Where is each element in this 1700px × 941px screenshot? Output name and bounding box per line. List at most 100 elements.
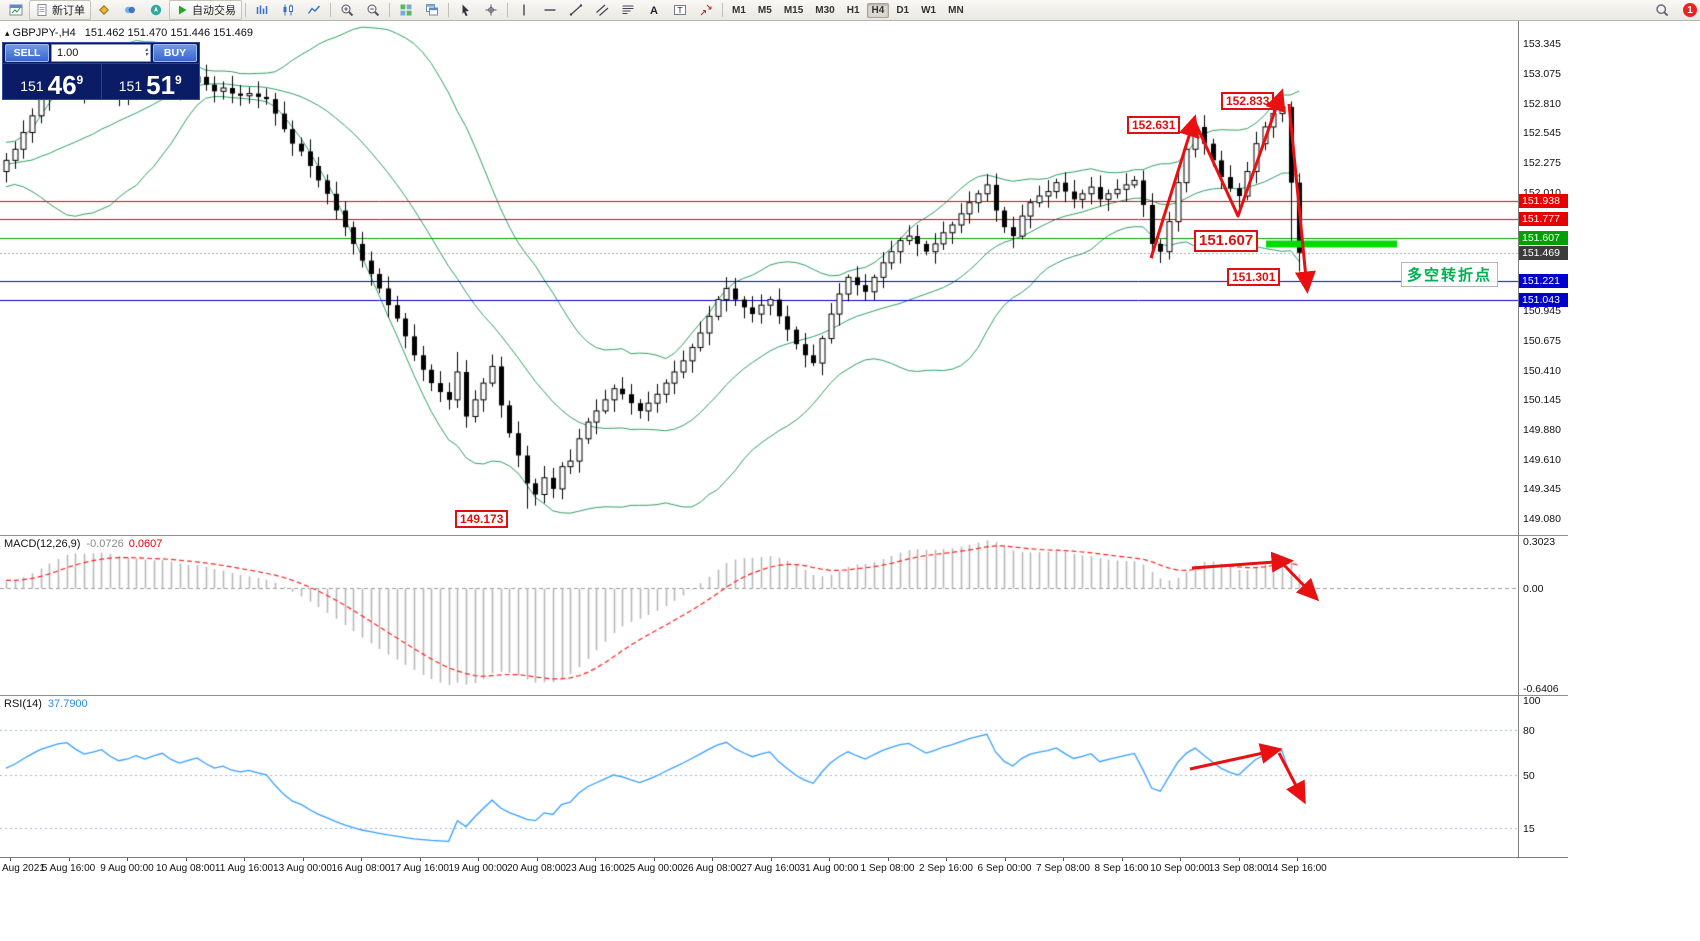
line-chart-button[interactable] [301, 0, 327, 20]
crosshair-button[interactable] [478, 0, 504, 20]
ask-point: 9 [175, 73, 182, 87]
price-annotation-label[interactable]: 152.833 [1221, 92, 1275, 111]
auto-trading-icon [179, 5, 187, 15]
rsi-name: RSI(14) [4, 698, 42, 710]
timeframe-D1-button[interactable]: D1 [896, 4, 910, 16]
chart-window: 153.345 153.075 152.810 152.545 152.275 152.0… [0, 20, 1568, 880]
bar-chart-icon [256, 5, 268, 14]
text-button[interactable]: A [641, 0, 667, 20]
price-annotation-label[interactable]: 151.607 [1194, 230, 1259, 252]
time-axis-label: 9 Aug 00:00 [100, 863, 154, 874]
bid-point: 9 [76, 73, 84, 87]
text-label-button[interactable]: T [667, 0, 693, 20]
rsi-axis-label: 80 [1523, 725, 1535, 737]
toolbar-separator [389, 3, 390, 17]
toolbar-right: 1 [1649, 0, 1697, 20]
price-annotation-label[interactable]: 152.631 [1127, 116, 1181, 135]
symbol-dropdown-icon[interactable]: ▴ [5, 28, 10, 38]
cursor-button[interactable] [452, 0, 478, 20]
volume-input[interactable]: 1.00 ▴ ▾ [51, 44, 151, 62]
price-annotation-label[interactable]: 149.173 [455, 510, 509, 529]
market-watch-button[interactable] [91, 0, 117, 20]
rsi-axis-label: 15 [1523, 822, 1535, 835]
vertical-line-button[interactable] [511, 0, 537, 20]
time-tick [419, 858, 421, 861]
text-label-icon: T [674, 5, 686, 15]
time-tick [244, 858, 245, 861]
timeframe-M15-button[interactable]: M15 [783, 4, 804, 16]
time-tick [1121, 858, 1123, 861]
bid-price-display[interactable]: 151 46 9 [3, 64, 101, 99]
toolbar-separator [507, 3, 508, 17]
data-window-button[interactable] [117, 0, 143, 20]
time-axis[interactable]: Aug 2021 5 Aug 16:00 9 Aug 00:00 10 Aug 08:… [0, 857, 1568, 880]
timeframe-M1-button[interactable]: M1 [732, 4, 746, 16]
timeframe-M30-button[interactable]: M30 [815, 4, 835, 16]
time-axis-label: 2 Sep 16:00 [919, 863, 973, 874]
fibonacci-icon [622, 5, 634, 14]
auto-trading-button[interactable]: 自动交易 [169, 0, 242, 20]
toolbar-separator [330, 3, 331, 17]
time-axis-label: 6 Sep 00:00 [977, 863, 1032, 874]
chart-plot[interactable] [0, 20, 1518, 857]
timeframe-H1-button[interactable]: H1 [846, 4, 860, 16]
new-order-button[interactable]: 新订单 [29, 0, 91, 20]
volume-up-icon[interactable]: ▴ [144, 47, 148, 53]
ask-price-display[interactable]: 151 51 9 [100, 64, 200, 100]
candlestick-chart-button[interactable] [275, 0, 301, 20]
price-axis-label: 153.345 [1523, 38, 1561, 50]
zoom-out-button[interactable] [360, 0, 386, 20]
time-tick [10, 858, 11, 861]
fibonacci-button[interactable] [615, 0, 641, 20]
sell-button[interactable]: SELL [5, 44, 49, 62]
zoom-in-button[interactable] [334, 0, 360, 20]
search-button[interactable] [1649, 0, 1675, 20]
navigator-button[interactable] [143, 0, 169, 20]
bar-chart-button[interactable] [249, 0, 275, 20]
time-tick [595, 858, 596, 861]
time-axis-label: 7 Sep 08:00 [1036, 863, 1090, 874]
price-annotation-label[interactable]: 151.301 [1227, 268, 1281, 287]
channel-button[interactable] [589, 0, 615, 20]
horizontal-line-button[interactable] [537, 0, 563, 20]
macd-name: MACD(12,26,9) [4, 538, 81, 550]
volume-down-icon[interactable]: ▾ [144, 52, 148, 58]
rsi-label: RSI(14) 37.7900 [4, 698, 88, 710]
rsi-pane-separator[interactable] [0, 695, 1568, 696]
volume-spinner[interactable]: ▴ ▾ [144, 47, 148, 58]
toolbar-group-chart-types [249, 0, 327, 20]
ask-integer: 151 [118, 78, 143, 94]
price-axis-label: 150.675 [1523, 335, 1561, 348]
ohlc-values: 151.462 151.470 151.446 151.469 [84, 27, 253, 39]
time-axis-label: 13 Aug 00:00 [273, 863, 332, 874]
cascade-windows-button[interactable] [419, 0, 445, 20]
data-window-icon [125, 6, 135, 14]
buy-button[interactable]: BUY [153, 44, 197, 62]
rsi-axis-label: 50 [1523, 770, 1535, 782]
macd-pane-separator[interactable] [0, 535, 1568, 536]
search-icon [1656, 4, 1669, 17]
timeframe-MN-button[interactable]: MN [948, 4, 964, 16]
macd-axis-label: 0.3023 [1523, 536, 1556, 548]
price-axis-label: 150.145 [1523, 394, 1561, 407]
arrows-button[interactable] [693, 0, 719, 20]
trendline-icon [569, 4, 583, 16]
toolbar-group-file: 新订单 自动交易 [3, 0, 242, 20]
channel-icon [596, 4, 609, 16]
time-axis-label: 17 Aug 16:00 [390, 863, 449, 874]
turning-point-note[interactable]: 多空转折点 [1401, 262, 1499, 287]
trendline-button[interactable] [563, 0, 589, 20]
timeframe-M5-button[interactable]: M5 [757, 4, 772, 16]
timeframe-W1-button[interactable]: W1 [921, 4, 937, 16]
time-tick [829, 858, 830, 861]
new-chart-button[interactable] [3, 0, 29, 20]
timeframe-H4-button[interactable]: H4 [866, 2, 890, 18]
time-axis-label: 25 Aug 00:00 [624, 863, 683, 874]
price-axis[interactable]: 153.345 153.075 152.810 152.545 152.275 152.0… [1518, 20, 1568, 857]
one-click-trading-panel: SELL 1.00 ▴ ▾ BUY 151 46 9 151 51 9 [2, 42, 200, 100]
cursor-icon [462, 4, 469, 17]
rsi-axis-label: 100 [1523, 695, 1541, 707]
notifications-badge[interactable]: 1 [1683, 3, 1697, 17]
tile-windows-button[interactable] [393, 0, 419, 20]
ask-pips: 51 [146, 69, 176, 100]
